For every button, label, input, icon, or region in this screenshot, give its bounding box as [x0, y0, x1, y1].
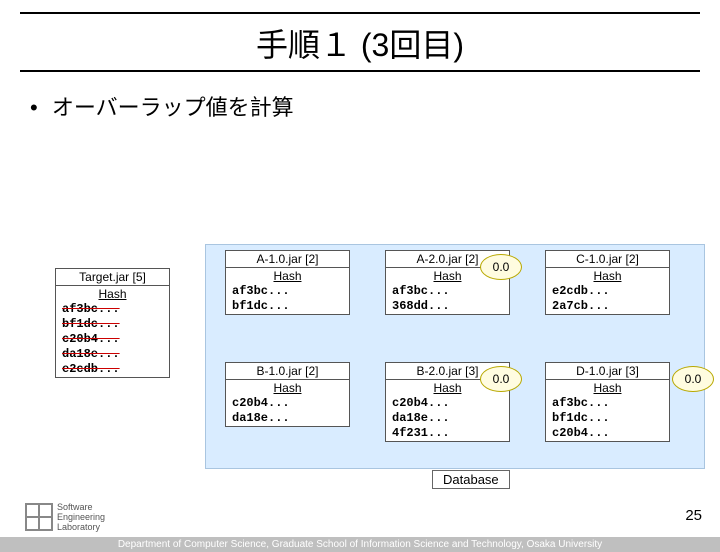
target-row: da18e... [56, 347, 169, 362]
card-a1-row: af3bc... [226, 284, 349, 299]
card-a1-title: A-1.0.jar [2] [226, 251, 349, 268]
card-d1-row: af3bc... [546, 396, 669, 411]
card-b2-row: c20b4... [386, 396, 509, 411]
card-b1-head: Hash [226, 380, 349, 396]
card-c1: C-1.0.jar [2] Hash e2cdb... 2a7cb... [545, 250, 670, 315]
card-d1-row: bf1dc... [546, 411, 669, 426]
card-c1-row: 2a7cb... [546, 299, 669, 314]
card-c1-row: e2cdb... [546, 284, 669, 299]
target-row: af3bc... [56, 302, 169, 317]
logo-line: Engineering [57, 512, 105, 522]
bullet-line: • オーバーラップ値を計算 [30, 90, 720, 122]
card-d1: D-1.0.jar [3] Hash af3bc... bf1dc... c20… [545, 362, 670, 442]
logo-area: Software Engineering Laboratory [25, 502, 105, 532]
overlap-a2: 0.0 [480, 254, 522, 280]
target-row: e2cdb... [56, 362, 169, 377]
card-d1-row: c20b4... [546, 426, 669, 441]
card-c1-title: C-1.0.jar [2] [546, 251, 669, 268]
card-a2-row: 368dd... [386, 299, 509, 314]
card-d1-title: D-1.0.jar [3] [546, 363, 669, 380]
bullet-dot: • [30, 95, 38, 120]
card-b1: B-1.0.jar [2] Hash c20b4... da18e... [225, 362, 350, 427]
title-rule-top [20, 12, 700, 14]
bullet-text: オーバーラップ値を計算 [52, 95, 294, 120]
card-target-title: Target.jar [5] [56, 269, 169, 286]
target-row: bf1dc... [56, 317, 169, 332]
card-b1-row: c20b4... [226, 396, 349, 411]
slide-title: 手順１ (3回目) [0, 20, 720, 66]
overlap-b2: 0.0 [480, 366, 522, 392]
card-b1-title: B-1.0.jar [2] [226, 363, 349, 380]
card-a1-head: Hash [226, 268, 349, 284]
card-b2-row: da18e... [386, 411, 509, 426]
page-number: 25 [685, 507, 702, 524]
card-d1-head: Hash [546, 380, 669, 396]
logo-text: Software Engineering Laboratory [57, 502, 105, 532]
card-a2-row: af3bc... [386, 284, 509, 299]
logo-line: Laboratory [57, 522, 105, 532]
card-a1-row: bf1dc... [226, 299, 349, 314]
card-a1: A-1.0.jar [2] Hash af3bc... bf1dc... [225, 250, 350, 315]
card-c1-head: Hash [546, 268, 669, 284]
database-label: Database [432, 470, 510, 489]
footer-text: Department of Computer Science, Graduate… [0, 537, 720, 552]
card-target-head: Hash [56, 286, 169, 302]
logo-icon [25, 503, 53, 531]
logo-line: Software [57, 502, 105, 512]
card-b1-row: da18e... [226, 411, 349, 426]
overlap-d1: 0.0 [672, 366, 714, 392]
card-target: Target.jar [5] Hash af3bc... bf1dc... c2… [55, 268, 170, 378]
card-b2-row: 4f231... [386, 426, 509, 441]
title-rule-bottom [20, 70, 700, 72]
diagram-stage: Database Target.jar [5] Hash af3bc... bf… [0, 162, 720, 492]
target-row: c20b4... [56, 332, 169, 347]
